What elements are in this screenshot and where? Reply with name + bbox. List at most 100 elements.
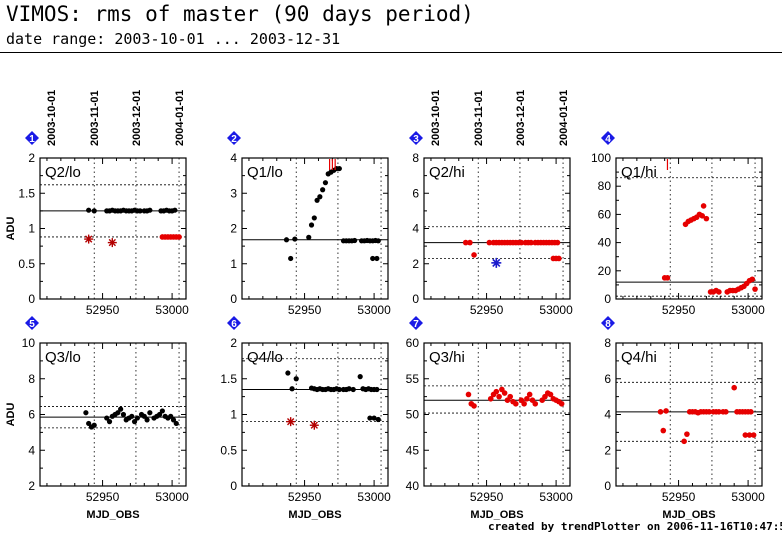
panel-badge-number: 5 bbox=[29, 319, 35, 330]
data-point bbox=[311, 215, 317, 221]
x-tick-label: 52950 bbox=[662, 490, 696, 504]
data-point bbox=[370, 255, 376, 262]
data-point-red bbox=[547, 391, 554, 398]
y-tick-label: 4 bbox=[412, 222, 419, 236]
data-point bbox=[131, 419, 138, 425]
page-title: VIMOS: rms of master (90 days period) bbox=[6, 2, 474, 26]
data-point bbox=[374, 255, 380, 262]
data-point-red bbox=[556, 255, 562, 262]
x-tick-label: 53000 bbox=[155, 303, 189, 317]
x-tick-label: 52950 bbox=[86, 490, 120, 504]
y-tick-label: 8 bbox=[604, 336, 611, 350]
date-tick-label: 2004-01-01 bbox=[174, 90, 186, 146]
y-tick-label: 55 bbox=[406, 372, 420, 386]
data-point bbox=[83, 410, 89, 416]
data-point-red bbox=[657, 409, 664, 415]
y-tick-label: 2 bbox=[230, 336, 237, 350]
data-point bbox=[106, 419, 113, 425]
data-point-red bbox=[467, 239, 473, 246]
data-point-red bbox=[742, 432, 749, 438]
y-tick-label: 0.5 bbox=[18, 257, 35, 271]
data-point bbox=[118, 406, 124, 412]
data-point-red bbox=[471, 252, 477, 258]
y-tick-label: 60 bbox=[406, 336, 420, 350]
data-point bbox=[147, 207, 153, 213]
panel-badge-number: 3 bbox=[413, 134, 419, 145]
panel-badge-number: 6 bbox=[231, 319, 237, 330]
panel-badge-icon bbox=[227, 316, 241, 330]
data-point bbox=[293, 376, 299, 382]
plot-panel-1: 0 0.5 1 1.5 2 52950 53000 ADU Q2/lo 1 2003-10-01 20… bbox=[5, 90, 189, 317]
x-tick-label: 52950 bbox=[288, 303, 322, 317]
star-stroke bbox=[492, 258, 501, 267]
data-point bbox=[172, 207, 178, 213]
data-point-red bbox=[512, 400, 519, 407]
data-point-red bbox=[746, 432, 753, 438]
y-tick-label: 4 bbox=[28, 443, 35, 457]
data-point bbox=[375, 416, 381, 423]
star-stroke bbox=[108, 238, 116, 247]
panel-badge-icon bbox=[409, 316, 423, 330]
plot-panel-5: 2 4 6 8 10 52950 53000 ADU MJD_OBS Q3/lo 5 bbox=[5, 316, 189, 521]
panel-badge-icon bbox=[601, 131, 615, 145]
data-point bbox=[314, 197, 320, 203]
data-point-red bbox=[501, 390, 508, 396]
data-point bbox=[308, 222, 315, 228]
x-tick-label: 52950 bbox=[470, 490, 504, 504]
panel-badge-icon bbox=[409, 131, 423, 145]
data-point-red bbox=[749, 276, 756, 283]
data-point-red bbox=[554, 239, 561, 246]
panel-badge-number: 2 bbox=[231, 134, 237, 145]
y-tick-label: 0 bbox=[412, 292, 419, 306]
data-point bbox=[352, 237, 358, 244]
date-tick-label: 2003-11-01 bbox=[473, 90, 485, 146]
data-point bbox=[336, 165, 342, 172]
outlier-marker bbox=[309, 420, 319, 430]
x-tick-label: 52950 bbox=[86, 303, 120, 317]
panel-label: Q4/lo bbox=[247, 349, 283, 366]
y-tick-label: 1.5 bbox=[18, 186, 35, 200]
data-point-red bbox=[526, 391, 533, 398]
data-point-red bbox=[750, 432, 757, 438]
star-stroke bbox=[84, 235, 93, 243]
y-tick-label: 2 bbox=[28, 479, 35, 493]
y-tick-label: 8 bbox=[28, 372, 35, 386]
panel-label: Q1/lo bbox=[247, 164, 283, 181]
data-point-red bbox=[663, 408, 669, 414]
y-tick-label: 0 bbox=[230, 292, 237, 306]
x-axis-label: MJD_OBS bbox=[288, 509, 341, 521]
data-point-red bbox=[486, 239, 493, 246]
y-tick-label: 4 bbox=[230, 151, 237, 165]
y-tick-label: 100 bbox=[591, 151, 611, 165]
y-tick-label: 45 bbox=[406, 443, 420, 457]
data-point-red bbox=[681, 438, 687, 445]
data-point-red bbox=[521, 400, 527, 407]
data-point-red bbox=[748, 409, 754, 415]
y-axis-label: ADU bbox=[5, 403, 17, 427]
data-point-red bbox=[731, 384, 737, 391]
data-point bbox=[346, 386, 352, 392]
data-point-red bbox=[465, 391, 472, 398]
data-point-red bbox=[723, 409, 729, 415]
outlier-marker bbox=[84, 234, 94, 244]
data-point bbox=[120, 411, 127, 418]
data-point bbox=[141, 413, 147, 419]
data-point bbox=[144, 417, 150, 423]
data-point bbox=[350, 386, 356, 393]
data-point bbox=[159, 408, 165, 414]
data-point-red bbox=[462, 239, 469, 246]
data-point-red bbox=[507, 393, 514, 400]
y-axis-label: ADU bbox=[5, 217, 17, 241]
data-point bbox=[289, 386, 295, 392]
panel-badge-icon bbox=[25, 131, 39, 145]
data-point-red bbox=[528, 239, 534, 246]
panel-badge-number: 8 bbox=[605, 319, 611, 330]
date-tick-label: 2003-10-01 bbox=[430, 90, 442, 146]
data-point bbox=[322, 180, 329, 186]
y-tick-label: 1.5 bbox=[220, 372, 237, 386]
data-point bbox=[86, 207, 92, 213]
data-point-red bbox=[684, 431, 690, 437]
data-point-red bbox=[706, 409, 712, 415]
